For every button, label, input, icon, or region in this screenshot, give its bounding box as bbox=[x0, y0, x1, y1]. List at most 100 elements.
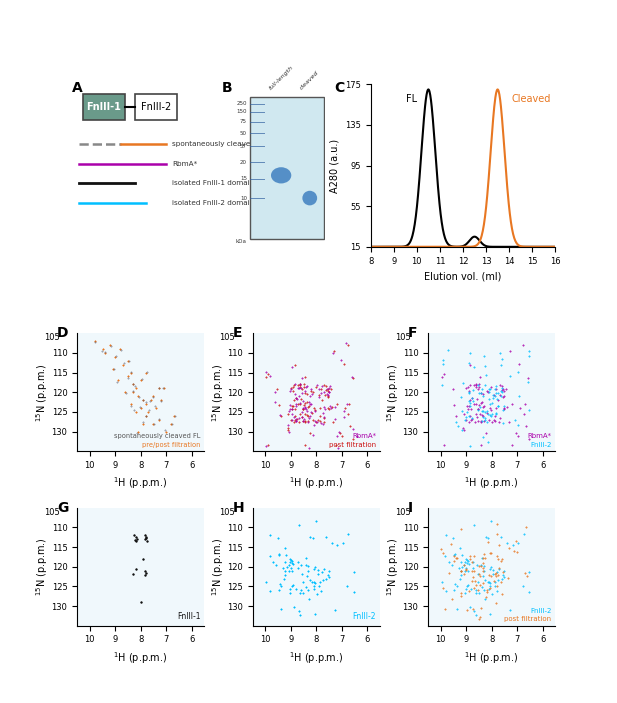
Point bbox=[453, 420, 463, 431]
Point bbox=[487, 416, 497, 427]
Point bbox=[482, 584, 492, 595]
Point bbox=[294, 606, 304, 617]
X-axis label: $^1$H (p.p.m.): $^1$H (p.p.m.) bbox=[114, 475, 168, 491]
Point bbox=[476, 603, 486, 614]
Point bbox=[262, 440, 271, 451]
Point bbox=[481, 575, 491, 586]
Point bbox=[149, 418, 159, 430]
Point bbox=[297, 387, 307, 399]
Point bbox=[436, 543, 446, 554]
Point bbox=[309, 420, 319, 431]
Point bbox=[480, 413, 490, 424]
Point bbox=[469, 606, 479, 617]
Point bbox=[280, 569, 290, 581]
Point bbox=[128, 568, 138, 579]
Point bbox=[491, 570, 501, 581]
Point bbox=[521, 522, 531, 533]
Point bbox=[122, 387, 131, 398]
Point bbox=[489, 389, 499, 400]
Point bbox=[107, 340, 117, 352]
Point bbox=[467, 557, 477, 568]
Point bbox=[286, 553, 296, 565]
Point bbox=[478, 432, 488, 443]
Point bbox=[483, 387, 493, 398]
Point bbox=[483, 536, 493, 548]
Point bbox=[478, 401, 488, 413]
Point bbox=[464, 559, 474, 570]
Point bbox=[465, 553, 475, 565]
Point bbox=[286, 583, 296, 594]
Point bbox=[465, 601, 474, 612]
Point bbox=[130, 381, 140, 392]
Point bbox=[300, 402, 310, 413]
Point bbox=[449, 533, 458, 544]
Point bbox=[303, 416, 313, 427]
Point bbox=[437, 583, 447, 594]
Point bbox=[97, 345, 107, 356]
Point bbox=[493, 394, 503, 406]
Point bbox=[311, 381, 321, 392]
Point bbox=[515, 402, 525, 413]
Point bbox=[289, 394, 299, 406]
Point bbox=[288, 414, 297, 425]
Point bbox=[313, 564, 323, 575]
Point bbox=[131, 563, 141, 574]
Point bbox=[275, 579, 284, 590]
Point bbox=[462, 406, 472, 418]
Point bbox=[281, 549, 291, 560]
Point bbox=[306, 385, 316, 396]
Point bbox=[514, 359, 524, 370]
Point bbox=[126, 366, 136, 378]
Point bbox=[297, 383, 307, 394]
Point bbox=[496, 531, 506, 543]
Point bbox=[465, 360, 475, 371]
Point bbox=[294, 412, 304, 423]
Point bbox=[130, 534, 140, 546]
Point bbox=[138, 553, 148, 565]
Point bbox=[471, 587, 481, 598]
Point bbox=[302, 571, 312, 582]
Point bbox=[474, 382, 484, 393]
Point bbox=[308, 387, 318, 398]
Point bbox=[275, 549, 284, 560]
Point bbox=[480, 361, 490, 372]
Point bbox=[524, 567, 534, 578]
Point bbox=[494, 553, 503, 565]
Point bbox=[462, 562, 471, 573]
Point bbox=[295, 399, 305, 410]
Point bbox=[285, 556, 295, 567]
Point bbox=[150, 401, 160, 412]
Point bbox=[160, 424, 170, 435]
Point bbox=[276, 411, 286, 422]
Point bbox=[285, 386, 295, 397]
Point bbox=[482, 405, 492, 416]
Point bbox=[339, 405, 349, 416]
Point bbox=[325, 380, 335, 392]
Point bbox=[478, 391, 487, 402]
Point bbox=[265, 370, 275, 382]
Point bbox=[299, 378, 308, 389]
Y-axis label: $^{15}$N (p.p.m.): $^{15}$N (p.p.m.) bbox=[386, 537, 401, 596]
Point bbox=[477, 581, 487, 593]
Point bbox=[337, 431, 347, 442]
Point bbox=[456, 524, 466, 535]
Point bbox=[318, 407, 328, 418]
Point bbox=[323, 384, 333, 395]
Point bbox=[304, 396, 314, 408]
Point bbox=[479, 406, 489, 418]
Point bbox=[492, 581, 502, 592]
Point bbox=[455, 543, 465, 554]
Point bbox=[294, 417, 304, 428]
Point bbox=[495, 412, 505, 423]
Point bbox=[492, 394, 502, 405]
Point bbox=[154, 414, 164, 425]
Point bbox=[311, 515, 321, 527]
Point bbox=[128, 378, 138, 389]
Point bbox=[300, 398, 310, 409]
Point bbox=[154, 382, 164, 394]
Point bbox=[491, 383, 500, 394]
Point bbox=[298, 396, 308, 407]
Point bbox=[312, 588, 321, 599]
Point bbox=[486, 381, 496, 392]
Point bbox=[326, 403, 336, 414]
